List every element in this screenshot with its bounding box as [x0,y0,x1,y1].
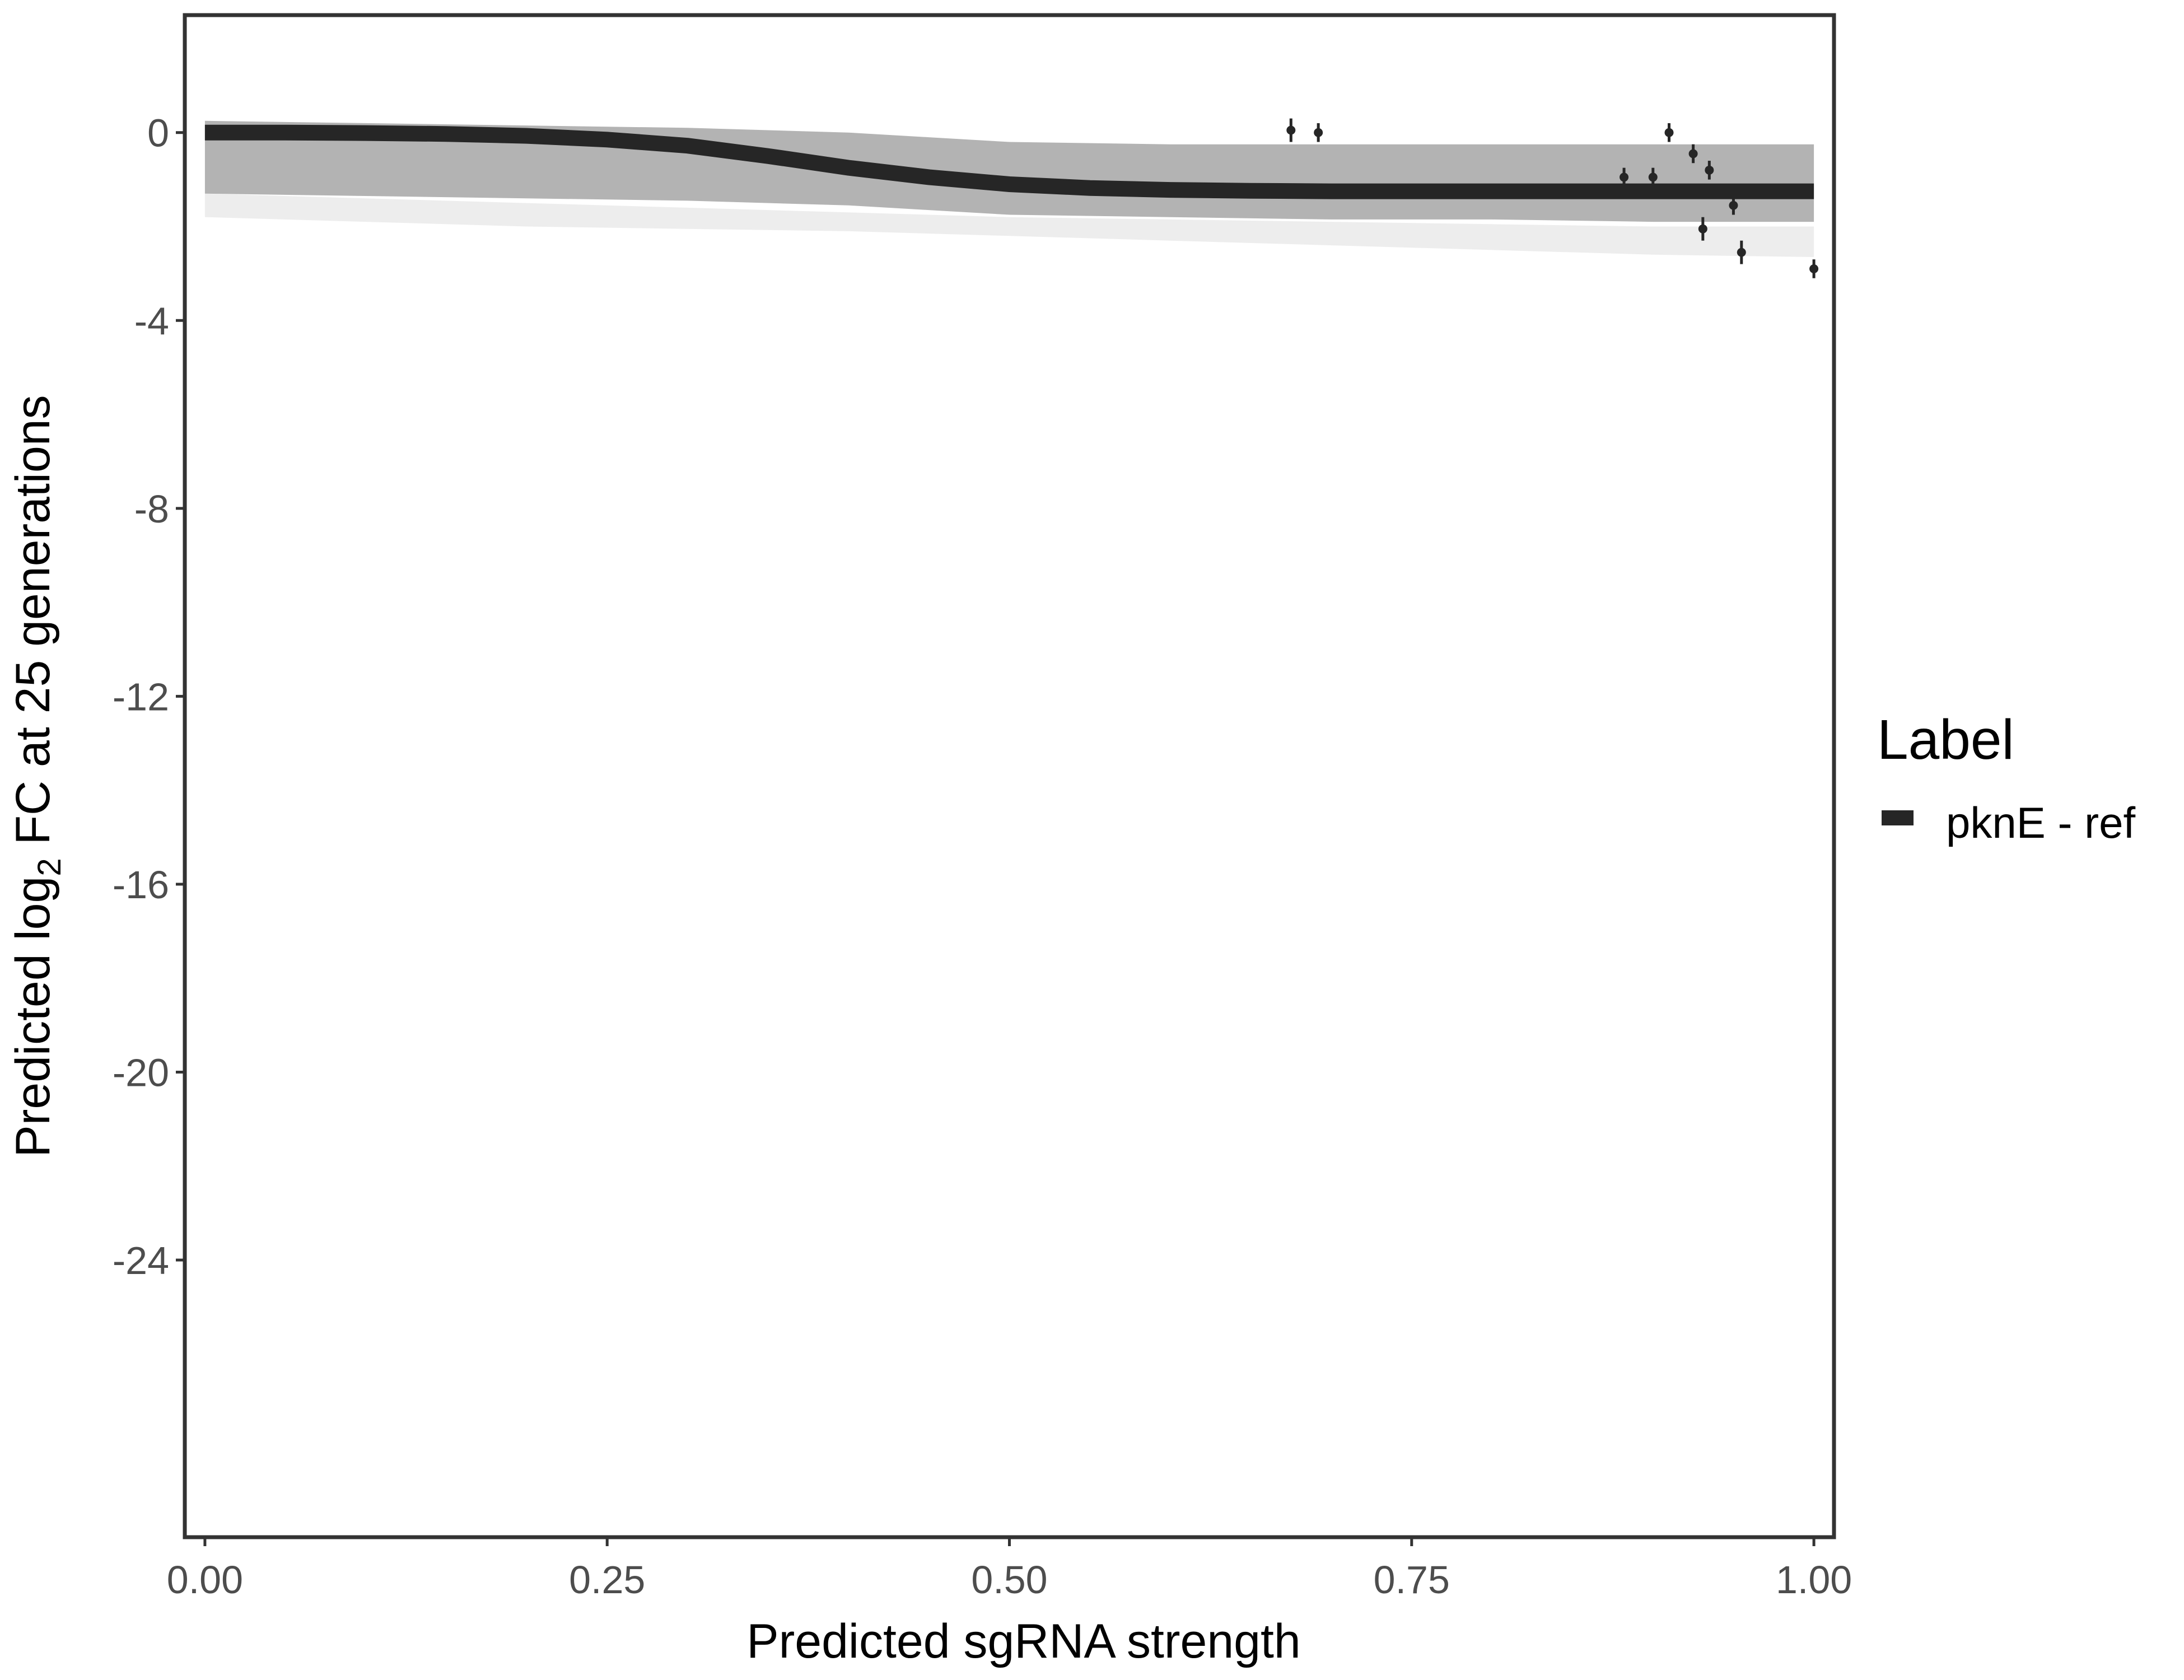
fit-line-path [204,124,1814,199]
y-tick-label: 0 [147,111,169,155]
data-point [1688,144,1698,164]
x-axis: 0.00 0.25 0.50 0.75 1.00 [167,1537,1852,1602]
point-marker [1664,128,1674,137]
legend-label-pkne-ref: pknE - ref [1946,798,2135,847]
point-marker [1698,224,1707,234]
data-point [1698,217,1707,241]
point-marker [1648,172,1658,182]
legend: Label pknE - ref [1877,708,2135,847]
x-tick-label: 1.00 [1776,1558,1852,1602]
y-tick-label: -16 [113,863,169,907]
data-point [1648,167,1658,187]
point-marker [1314,128,1323,137]
y-axis-title-prefix: Predicted log [6,876,60,1158]
x-tick-label: 0.50 [971,1558,1047,1602]
y-tick-label: -4 [134,299,169,343]
data-point [1737,240,1746,264]
data-point [1620,167,1629,187]
y-axis: 0 -4 -8 -12 -16 -20 -24 [113,111,185,1282]
y-axis-title-suffix: FC at 25 generations [6,395,60,858]
point-marker [1729,200,1738,210]
data-point [1314,123,1323,142]
data-point [1664,123,1674,142]
y-axis-title: Predicted log2 FC at 25 generations [6,395,68,1157]
y-tick-label: -12 [113,675,169,718]
data-point [1705,161,1714,180]
y-axis-title-group: Predicted log2 FC at 25 generations [6,395,68,1157]
point-marker [1688,149,1698,158]
point-marker [1286,125,1296,135]
x-tick-label: 0.00 [167,1558,243,1602]
data-points [1286,118,1819,278]
data-point [1809,259,1819,278]
legend-title: Label [1877,708,2014,771]
y-tick-label: -24 [113,1239,169,1282]
point-marker [1705,165,1714,175]
data-point [1729,195,1738,215]
y-tick-label: -8 [134,487,169,531]
fit-line [204,124,1814,199]
point-marker [1809,264,1819,273]
y-axis-title-subscript: 2 [31,858,68,876]
y-tick-label: -20 [113,1051,169,1095]
posterior-band-faint [204,193,1814,257]
x-tick-label: 0.25 [569,1558,645,1602]
legend-key-pkne-ref [1882,810,1914,825]
x-axis-title: Predicted sgRNA strength [746,1614,1301,1668]
point-marker [1620,172,1629,182]
point-marker [1737,248,1746,257]
x-tick-label: 0.75 [1374,1558,1450,1602]
data-point [1286,118,1296,142]
